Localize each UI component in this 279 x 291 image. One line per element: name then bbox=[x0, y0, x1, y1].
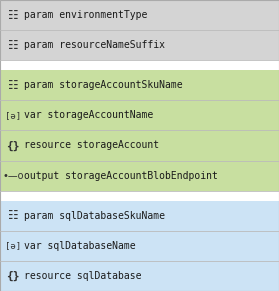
Bar bbox=[0, 161, 279, 191]
Text: [ə]: [ə] bbox=[5, 241, 21, 250]
Text: ☷: ☷ bbox=[8, 39, 18, 52]
Bar bbox=[0, 30, 279, 60]
Bar bbox=[0, 130, 279, 161]
Bar bbox=[0, 100, 279, 130]
Bar bbox=[0, 0, 279, 30]
Text: [ə]: [ə] bbox=[5, 111, 21, 120]
Text: {}: {} bbox=[6, 271, 20, 281]
Text: param sqlDatabaseSkuName: param sqlDatabaseSkuName bbox=[24, 211, 165, 221]
Text: param resourceNameSuffix: param resourceNameSuffix bbox=[24, 40, 165, 50]
Text: param environmentType: param environmentType bbox=[24, 10, 147, 20]
Bar bbox=[0, 70, 279, 100]
Text: ☷: ☷ bbox=[8, 79, 18, 92]
Text: var sqlDatabaseName: var sqlDatabaseName bbox=[24, 241, 136, 251]
Bar bbox=[0, 201, 279, 231]
Text: param storageAccountSkuName: param storageAccountSkuName bbox=[24, 80, 183, 90]
Text: resource storageAccount: resource storageAccount bbox=[24, 141, 159, 150]
Bar bbox=[0, 60, 279, 70]
Text: ☷: ☷ bbox=[8, 209, 18, 222]
Bar bbox=[0, 261, 279, 291]
Text: ☷: ☷ bbox=[8, 8, 18, 22]
Text: resource sqlDatabase: resource sqlDatabase bbox=[24, 271, 141, 281]
Bar bbox=[0, 231, 279, 261]
Text: var storageAccountName: var storageAccountName bbox=[24, 110, 153, 120]
Bar bbox=[0, 191, 279, 201]
Text: {}: {} bbox=[6, 140, 20, 151]
Text: output storageAccountBlobEndpoint: output storageAccountBlobEndpoint bbox=[24, 171, 218, 181]
Text: •—o: •—o bbox=[2, 171, 24, 181]
